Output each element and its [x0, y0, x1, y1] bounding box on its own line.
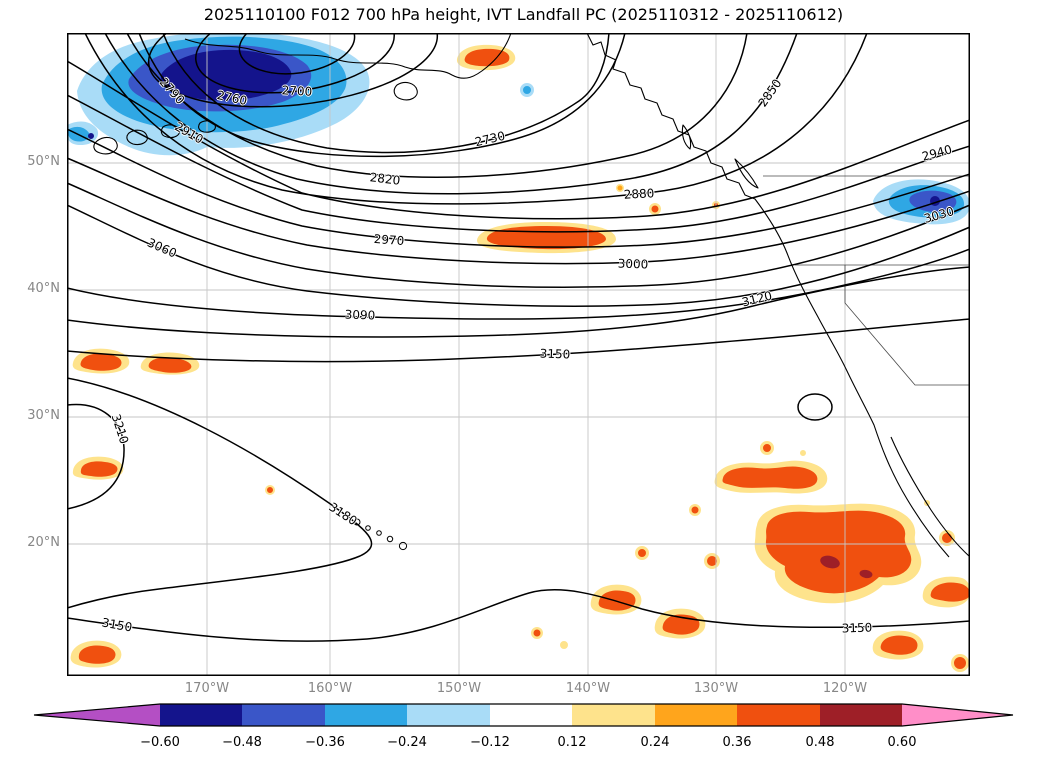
- x-tick-label: 120°W: [822, 681, 868, 696]
- colorbar-tick-label: −0.12: [470, 735, 510, 750]
- contour-path-family: [67, 33, 970, 642]
- colorbar-tick-label: −0.24: [387, 735, 427, 750]
- contour-ellipse-2700: [238, 33, 356, 75]
- anomaly-shading-negative: [67, 33, 970, 225]
- contour-closed-high: [797, 393, 833, 421]
- colorbar: −0.60 −0.48 −0.36 −0.24 −0.12 0.12 0.24 0.36 0.4…: [33, 703, 1014, 750]
- x-tick-label: 140°W: [565, 681, 611, 696]
- map-frame: [67, 33, 970, 676]
- x-tick-label: 170°W: [184, 681, 230, 696]
- colorbar-segment: [325, 704, 407, 726]
- colorbar-over-arrow: [902, 704, 1013, 726]
- anomaly-fill-navy: [88, 49, 940, 206]
- colorbar-segment: [572, 704, 655, 726]
- x-tick-label: 160°W: [307, 681, 353, 696]
- colorbar-tick-label: −0.48: [222, 735, 262, 750]
- map-canvas: [67, 33, 970, 676]
- colorbar-segment: [655, 704, 737, 726]
- colorbar-segment: [490, 704, 572, 726]
- y-tick-label: 50°N: [27, 154, 60, 169]
- x-tick-label: 130°W: [693, 681, 739, 696]
- y-tick-label: 20°N: [27, 535, 60, 550]
- anomaly-fill-maroon: [859, 569, 873, 579]
- hawaii-island: [398, 541, 408, 551]
- grid-lines: [67, 33, 970, 676]
- colorbar-tick-label: −0.60: [140, 735, 180, 750]
- state-borders: [763, 175, 970, 386]
- colorbar-segment: [407, 704, 490, 726]
- colorbar-segment: [160, 704, 242, 726]
- hawaii-island: [376, 530, 382, 536]
- colorbar-tick-label: 0.60: [888, 735, 917, 750]
- anomaly-fill-maroon: [820, 555, 840, 569]
- colorbar-tick-label: 0.24: [641, 735, 670, 750]
- colorbar-segment: [737, 704, 820, 726]
- anomaly-shading-positive: [70, 44, 970, 672]
- colorbar-segment: [820, 704, 902, 726]
- colorbar-outline: [33, 703, 1014, 727]
- colorbar-under-arrow: [34, 704, 160, 726]
- coastlines: [93, 33, 970, 558]
- chart-title: 2025110100 F012 700 hPa height, IVT Land…: [203, 5, 844, 24]
- colorbar-segment: [242, 704, 325, 726]
- colorbar-tick-label: 0.48: [806, 735, 835, 750]
- hawaii-island: [365, 525, 371, 531]
- hawaii-island: [386, 535, 394, 543]
- y-tick-label: 30°N: [27, 408, 60, 423]
- colorbar-tick-label: −0.36: [305, 735, 345, 750]
- y-tick-label: 40°N: [27, 281, 60, 296]
- colorbar-tick-label: 0.36: [723, 735, 752, 750]
- x-tick-label: 150°W: [436, 681, 482, 696]
- graticule: [67, 33, 970, 676]
- colorbar-tick-label: 0.12: [558, 735, 587, 750]
